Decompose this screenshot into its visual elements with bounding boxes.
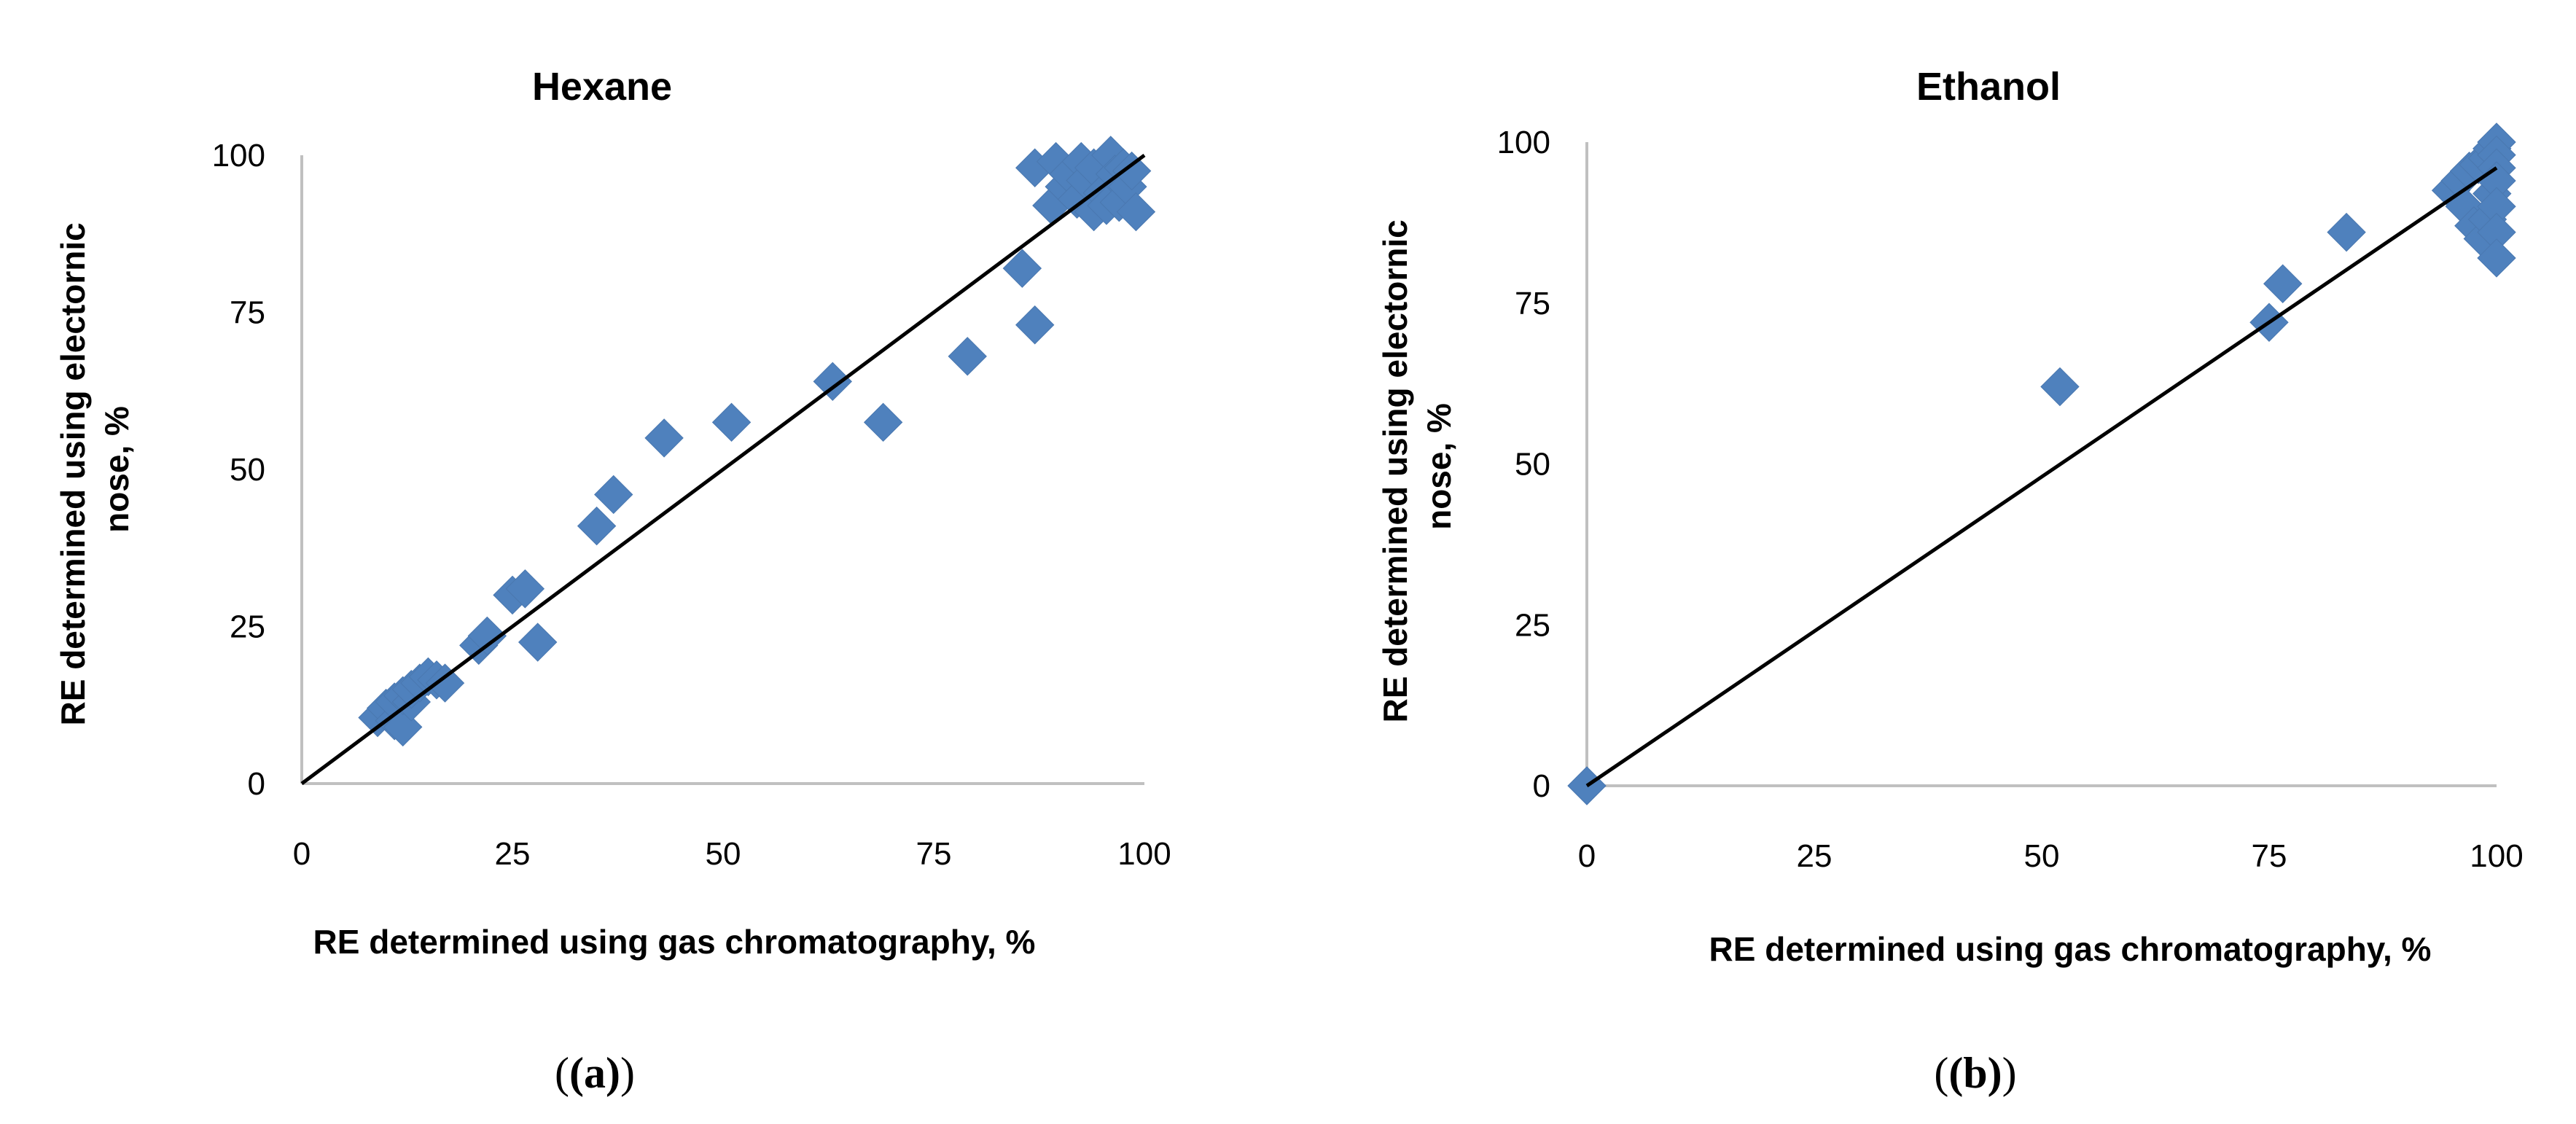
- data-point: [1002, 249, 1042, 288]
- y-tick-label: 50: [1515, 447, 1550, 483]
- data-point: [813, 362, 852, 402]
- data-point: [505, 569, 545, 609]
- x-tick-label: 0: [1578, 838, 1596, 874]
- x-tick-label: 75: [2252, 838, 2287, 874]
- data-point: [2327, 212, 2366, 252]
- trend-line: [1585, 166, 2498, 788]
- y-tick-label: 75: [230, 295, 265, 331]
- panel-letter: (b): [1948, 1049, 2002, 1097]
- x-tick-labels: 0 25 50 75 100: [1578, 838, 2524, 874]
- panel-label: ((a)): [555, 1049, 635, 1097]
- y-tick-label: 50: [230, 452, 265, 488]
- data-point: [711, 402, 752, 442]
- y-tick-label: 75: [1515, 286, 1550, 321]
- data-point: [644, 418, 684, 458]
- data-points: [358, 136, 1156, 747]
- x-tick-label: 75: [916, 836, 952, 872]
- panel-letter: (a): [569, 1049, 620, 1097]
- chart-hexane: Hexane 0 25 50 75 100 0 25 50 75 100 RE determin…: [54, 65, 1171, 1097]
- x-axis-label: RE determined using gas chromatography, …: [1709, 930, 2432, 968]
- y-tick-label: 0: [248, 766, 265, 802]
- y-tick-label: 25: [1515, 607, 1550, 643]
- x-tick-label: 50: [2024, 838, 2060, 874]
- panel-label: ((b)): [1934, 1049, 2016, 1097]
- y-axis-label-line-1: RE determined using electornic: [1376, 219, 1414, 722]
- y-tick-label: 100: [212, 138, 265, 173]
- data-point: [1116, 192, 1156, 232]
- y-axis-label-line-2: nose, %: [1420, 403, 1458, 530]
- y-tick-label: 0: [1533, 768, 1550, 804]
- chart-title: Ethanol: [1916, 65, 2061, 109]
- x-tick-labels: 0 25 50 75 100: [293, 836, 1171, 872]
- data-point: [467, 616, 507, 656]
- chart-title: Hexane: [532, 65, 672, 109]
- data-point: [863, 402, 903, 442]
- trend-line: [300, 153, 1146, 786]
- data-point: [2263, 264, 2303, 303]
- y-tick-labels: 0 25 50 75 100: [1497, 125, 1550, 804]
- data-point: [2040, 367, 2080, 407]
- data-point: [577, 506, 617, 546]
- y-axis-label-line-2: nose, %: [98, 406, 136, 533]
- x-axis-label: RE determined using gas chromatography, …: [313, 923, 1036, 961]
- data-point: [948, 337, 987, 376]
- data-point: [518, 623, 558, 662]
- y-axis-label-line-1: RE determined using electornic: [54, 222, 92, 725]
- data-point: [2477, 238, 2516, 278]
- y-tick-label: 25: [230, 609, 265, 645]
- x-tick-label: 100: [2470, 838, 2523, 874]
- y-axis-label: RE determined using electornic nose, %: [54, 214, 136, 726]
- data-point: [425, 663, 465, 703]
- chart-ethanol: Ethanol 0 25 50 75 100 0 25 50 75 100 RE determi…: [1376, 65, 2524, 1097]
- x-tick-label: 25: [1797, 838, 1833, 874]
- y-axis-label: RE determined using electornic nose, %: [1376, 211, 1458, 723]
- y-tick-label: 100: [1497, 125, 1550, 160]
- x-tick-label: 25: [495, 836, 531, 872]
- x-tick-label: 100: [1117, 836, 1171, 872]
- y-tick-labels: 0 25 50 75 100: [212, 138, 265, 802]
- x-tick-label: 0: [293, 836, 311, 872]
- x-tick-label: 50: [706, 836, 741, 872]
- data-point: [594, 475, 633, 515]
- data-point: [1112, 151, 1152, 191]
- data-point: [1015, 305, 1055, 345]
